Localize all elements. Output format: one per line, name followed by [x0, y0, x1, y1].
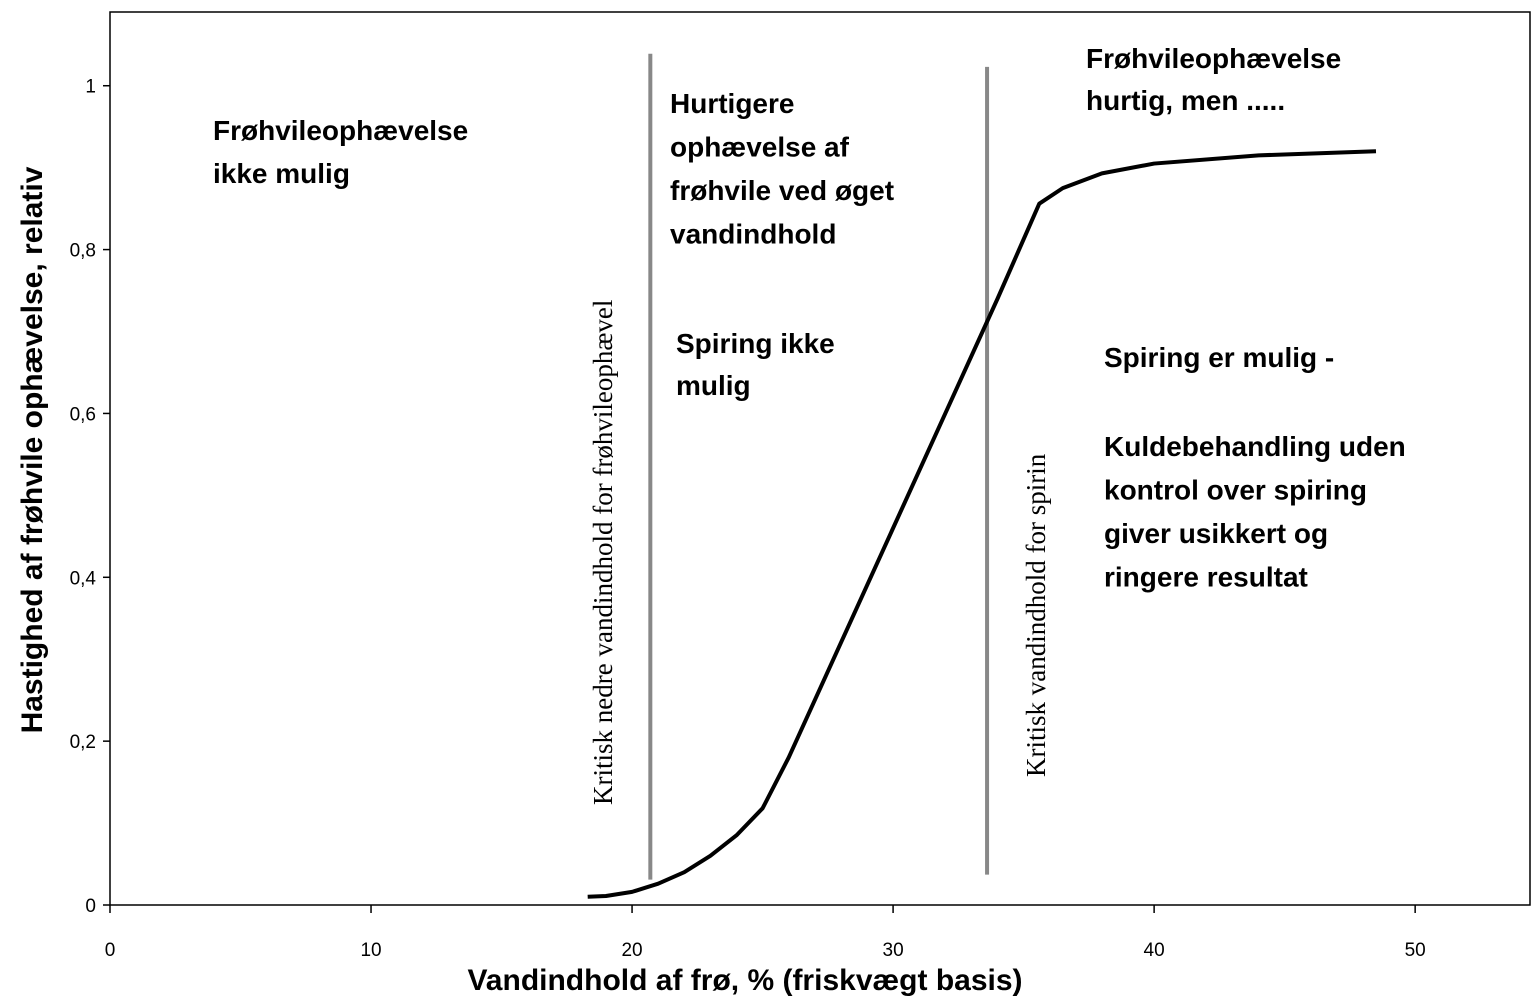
y-tick-label: 0,4 [70, 568, 97, 589]
x-axis-title: Vandindhold af frø, % (friskvægt basis) [467, 964, 1022, 997]
x-tick-label: 30 [883, 940, 904, 961]
x-tick-label: 10 [360, 940, 381, 961]
annotation: Frøhvileophævelse [1086, 43, 1341, 74]
critical-line-label: Kritisk vandindhold for spirin [1021, 453, 1051, 777]
y-tick-label: 0 [85, 896, 96, 917]
annotation: ikke mulig [213, 158, 350, 189]
annotation: Spiring er mulig - [1104, 342, 1334, 373]
x-tick-label: 0 [105, 940, 116, 961]
annotation: mulig [676, 370, 751, 401]
annotation: vandindhold [670, 219, 836, 250]
annotation: hurtig, men ..... [1086, 85, 1285, 116]
annotation: giver usikkert og [1104, 518, 1328, 549]
y-tick-label: 1 [85, 77, 96, 98]
plot-frame [109, 11, 1531, 906]
critical-line-label: Kritisk nedre vandindhold for frøhvileop… [588, 300, 618, 805]
y-tick-label: 0,2 [70, 732, 96, 753]
annotation: ringere resultat [1104, 562, 1308, 593]
y-tick-label: 0,8 [70, 241, 96, 262]
y-tick-label: 0,6 [70, 404, 96, 425]
annotation: frøhvile ved øget [670, 175, 894, 206]
annotation: ophævelse af [670, 132, 850, 163]
annotation: kontrol over spiring [1104, 475, 1367, 506]
annotation: Spiring ikke [676, 328, 835, 359]
y-axis-title: Hastighed af frøhvile ophævelse, relativ [16, 166, 49, 733]
annotation: Frøhvileophævelse [213, 115, 468, 146]
x-tick-label: 40 [1144, 940, 1165, 961]
annotation: Hurtigere [670, 88, 794, 119]
annotation: Kuldebehandling uden [1104, 431, 1406, 462]
data-line [587, 149, 1377, 899]
x-tick-label: 50 [1405, 940, 1426, 961]
x-tick-label: 20 [621, 940, 642, 961]
